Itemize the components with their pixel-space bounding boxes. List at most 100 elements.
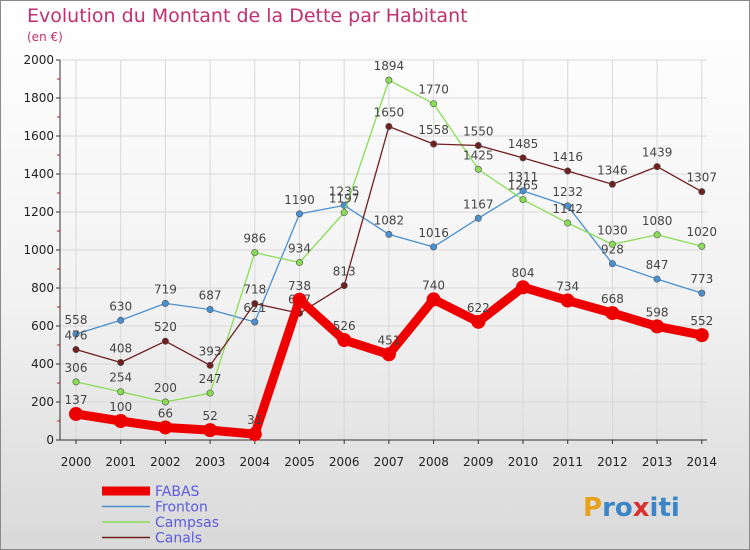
data-label-campsas: 247 — [199, 372, 222, 386]
x-tick-label: 2005 — [284, 455, 315, 469]
y-tick-label: 1800 — [23, 91, 54, 105]
data-point-fabas — [381, 347, 396, 362]
data-label-fabas: 622 — [467, 301, 490, 315]
data-point-fronton — [519, 187, 527, 195]
logo-letter: o — [615, 493, 633, 523]
data-label-canals: 1439 — [642, 146, 673, 160]
data-point-canals — [206, 361, 214, 369]
data-label-canals: 393 — [199, 344, 222, 358]
data-point-canals — [251, 300, 259, 308]
data-point-campsas — [206, 389, 214, 397]
data-point-fabas — [69, 406, 83, 421]
data-label-fabas: 137 — [65, 393, 88, 407]
data-point-fronton — [72, 330, 80, 338]
legend-label-canals: Canals — [155, 531, 202, 547]
y-tick-label: 1200 — [23, 205, 54, 219]
data-label-canals: 476 — [65, 329, 88, 343]
data-label-fronton: 1167 — [463, 197, 494, 211]
data-label-fronton: 630 — [109, 299, 132, 313]
legend-label-fabas: FABAS — [155, 484, 200, 500]
x-tick-label: 2011 — [552, 455, 583, 469]
data-label-campsas: 1030 — [597, 223, 628, 237]
data-label-canals: 1485 — [508, 137, 539, 151]
data-point-campsas — [340, 209, 348, 217]
data-point-canals — [340, 282, 348, 290]
data-label-fabas: 31 — [247, 413, 262, 427]
data-label-fronton: 558 — [65, 313, 88, 327]
data-label-fronton: 1190 — [284, 193, 315, 207]
data-point-campsas — [430, 100, 438, 108]
logo-letter: i — [671, 493, 680, 523]
chart-subtitle: (en €) — [27, 30, 63, 44]
data-point-fabas — [292, 292, 307, 307]
data-point-campsas — [474, 165, 482, 173]
data-label-campsas: 200 — [154, 381, 177, 395]
y-tick-label: 1400 — [23, 167, 54, 181]
x-tick-label: 2007 — [374, 455, 405, 469]
data-point-fronton — [698, 289, 706, 297]
data-label-campsas: 1265 — [508, 179, 539, 193]
data-point-fronton — [474, 214, 482, 222]
data-label-fabas: 526 — [333, 319, 356, 333]
data-point-canals — [474, 142, 482, 150]
data-label-fabas: 52 — [202, 409, 217, 423]
data-label-fabas: 451 — [377, 333, 400, 347]
data-label-fabas: 100 — [109, 400, 132, 414]
data-point-fronton — [117, 316, 125, 324]
data-point-campsas — [117, 388, 125, 396]
x-tick-label: 2003 — [195, 455, 226, 469]
data-point-fronton — [608, 260, 616, 268]
data-label-fronton: 1082 — [374, 213, 405, 227]
data-point-fronton — [251, 318, 259, 326]
data-label-canals: 1416 — [552, 150, 583, 164]
data-label-campsas: 1770 — [418, 83, 449, 97]
data-label-canals: 1307 — [687, 171, 718, 185]
y-tick-label: 1600 — [23, 129, 54, 143]
data-label-fronton: 687 — [199, 288, 222, 302]
data-point-fabas — [560, 293, 575, 308]
data-label-campsas: 986 — [243, 232, 266, 246]
data-label-campsas: 1197 — [329, 192, 360, 206]
data-label-campsas: 1020 — [687, 225, 718, 239]
data-point-campsas — [161, 398, 169, 406]
logo-letter: i — [650, 493, 659, 523]
data-label-canals: 408 — [109, 341, 132, 355]
data-point-campsas — [72, 378, 80, 386]
data-label-fronton: 1232 — [552, 185, 583, 199]
data-point-canals — [385, 123, 393, 131]
data-point-fabas — [471, 314, 486, 329]
data-point-canals — [608, 180, 616, 188]
data-label-fabas: 740 — [422, 278, 445, 292]
x-tick-label: 2009 — [463, 455, 494, 469]
data-label-fronton: 773 — [690, 272, 713, 286]
y-tick-label: 400 — [31, 357, 54, 371]
data-point-canals — [161, 337, 169, 345]
data-point-canals — [564, 167, 572, 175]
y-tick-label: 0 — [46, 433, 54, 447]
x-tick-label: 2008 — [418, 455, 449, 469]
data-point-fronton — [385, 230, 393, 238]
data-label-fronton: 928 — [601, 243, 624, 257]
data-point-campsas — [295, 259, 303, 267]
data-label-fabas: 738 — [288, 279, 311, 293]
data-label-fabas: 598 — [646, 305, 669, 319]
data-point-campsas — [251, 249, 259, 257]
data-point-canals — [653, 163, 661, 171]
chart-title: Evolution du Montant de la Dette par Hab… — [27, 5, 468, 27]
data-label-fronton: 847 — [646, 258, 669, 272]
data-label-fabas: 552 — [690, 314, 713, 328]
data-point-fabas — [650, 319, 665, 334]
logo-letter: x — [633, 493, 650, 523]
data-point-campsas — [653, 231, 661, 239]
data-label-campsas: 1894 — [374, 59, 405, 73]
data-point-canals — [117, 358, 125, 366]
data-label-campsas: 1142 — [552, 202, 583, 216]
logo-letter: P — [583, 493, 602, 523]
y-tick-label: 800 — [31, 281, 54, 295]
x-tick-label: 2004 — [240, 455, 271, 469]
data-point-campsas — [608, 240, 616, 248]
x-tick-label: 2014 — [687, 455, 718, 469]
data-point-fabas — [337, 333, 352, 348]
data-label-canals: 813 — [333, 265, 356, 279]
